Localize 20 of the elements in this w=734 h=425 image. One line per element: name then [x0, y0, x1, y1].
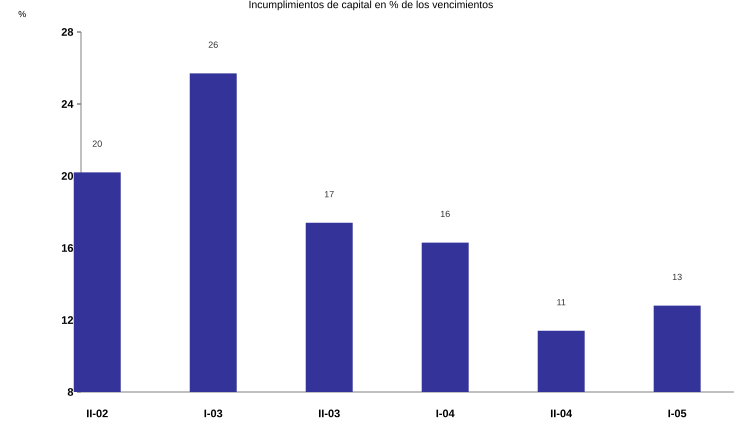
y-axis-title: % [18, 10, 26, 18]
y-tick-label: 12 [62, 316, 74, 324]
chart-title: Incumplimientos de capital en % de los vencimientos [250, 0, 493, 10]
x-tick-label: II-02 [87, 410, 108, 418]
data-label: 20 [92, 140, 102, 147]
y-tick-label: 28 [62, 28, 74, 36]
y-tick-label: 24 [62, 100, 74, 108]
data-label: 16 [440, 210, 450, 218]
x-tick-label: II-03 [318, 410, 340, 418]
data-label: 11 [557, 299, 566, 306]
y-tick-label: 20 [62, 172, 74, 180]
data-label: 13 [672, 274, 682, 280]
data-label: 17 [324, 191, 334, 198]
x-tick-label: I-04 [436, 410, 455, 418]
y-tick-label: 8 [68, 388, 74, 396]
data-label: 26 [208, 42, 218, 48]
x-tick-label: II-04 [550, 410, 572, 418]
y-tick-label: 16 [62, 244, 74, 252]
x-tick-label: I-05 [668, 410, 686, 418]
x-tick-label: I-03 [204, 410, 222, 418]
